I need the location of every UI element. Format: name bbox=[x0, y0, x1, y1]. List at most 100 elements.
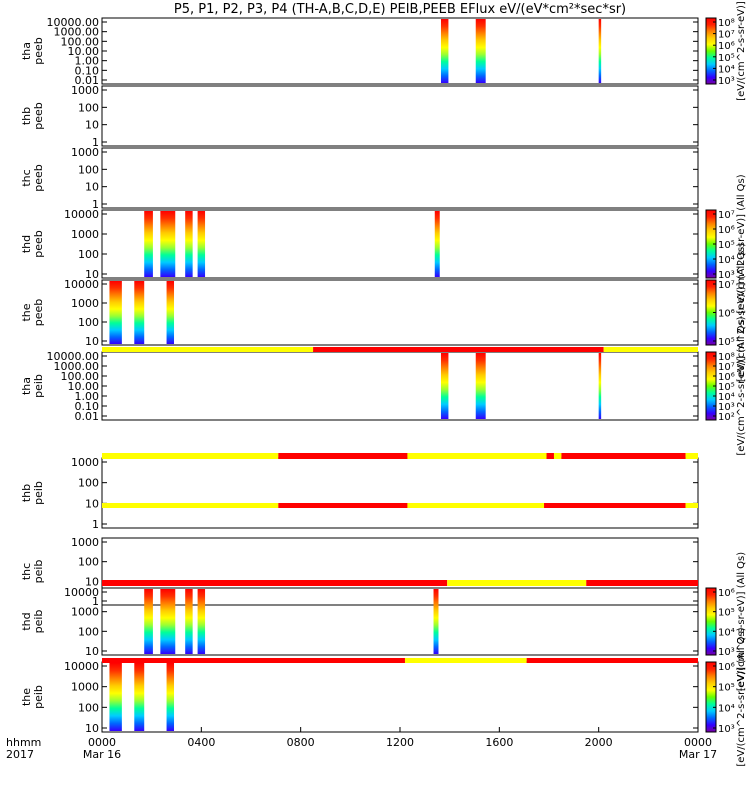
y-tick-label: 1000 bbox=[71, 681, 99, 694]
y-label-product: peeb bbox=[32, 230, 45, 258]
colorbar-tick-label: 10⁶ bbox=[718, 225, 735, 236]
y-label-probe: thb bbox=[20, 107, 33, 125]
colorbar-tick-label: 10⁶ bbox=[718, 588, 735, 599]
panel-frame bbox=[101, 147, 699, 209]
colorbar-unit-label: [eV/(cm^2-s-sr-eV)] (All Qs) bbox=[736, 552, 747, 691]
panel-frame bbox=[101, 209, 699, 279]
y-tick-label: 1000.00 bbox=[54, 26, 100, 39]
data-block bbox=[144, 211, 153, 277]
colorbar bbox=[705, 661, 717, 733]
flag-segment bbox=[102, 580, 448, 586]
data-block bbox=[598, 19, 602, 83]
flag-segment bbox=[526, 658, 698, 663]
y-tick-label: 1.00 bbox=[75, 390, 100, 403]
panel-frame bbox=[101, 587, 699, 656]
colorbar-tick-label: 10⁸ bbox=[718, 18, 735, 29]
y-axis-label: thc peib bbox=[20, 560, 45, 584]
y-tick-label: 0.10 bbox=[75, 64, 100, 77]
y-tick-label: 1000 bbox=[71, 456, 99, 469]
colorbar-tick-label: 10⁴ bbox=[718, 64, 735, 75]
colorbar-unit-label: [eV/(cm^2-s-sr-eV)] (All Qs) bbox=[736, 627, 747, 766]
flag-bar bbox=[102, 503, 698, 508]
data-block bbox=[434, 211, 440, 277]
colorbar-tick-label: 10⁸ bbox=[718, 352, 735, 363]
y-label-product: peib bbox=[32, 610, 45, 634]
data-block bbox=[475, 19, 486, 83]
flag-segment bbox=[102, 503, 279, 508]
panel-frame bbox=[101, 85, 699, 147]
y-axis-label: thb peib bbox=[20, 481, 45, 505]
y-tick-label: 0.01 bbox=[75, 74, 100, 87]
y-tick-label: 10000 bbox=[64, 660, 99, 673]
panel-frame bbox=[101, 351, 699, 421]
y-label-probe: tha bbox=[20, 42, 33, 60]
y-tick-label: 100 bbox=[78, 101, 99, 114]
flag-segment bbox=[102, 453, 279, 459]
colorbar-unit-label: [eV/(cm^2-s-sr-eV)] (All Qs) bbox=[736, 243, 747, 382]
x-tick-label: 0000 bbox=[88, 736, 116, 749]
flag-segment bbox=[407, 453, 547, 459]
data-block bbox=[109, 281, 122, 344]
y-axis-label: the peib bbox=[20, 685, 45, 709]
y-tick-label: 100 bbox=[78, 316, 99, 329]
data-block bbox=[433, 589, 439, 654]
panel-thc-peib: 1000 100 10 1 thc peib bbox=[20, 536, 699, 608]
y-tick-label: 1000 bbox=[71, 297, 99, 310]
y-label-product: peeb bbox=[32, 102, 45, 130]
y-tick-label: 10 bbox=[85, 722, 99, 735]
y-tick-label: 10 bbox=[85, 181, 99, 194]
colorbar-tick-label: 10³ bbox=[718, 724, 735, 735]
flag-segment bbox=[447, 580, 587, 586]
colorbar-unit-label: [eV/(cm^2-s-sr-eV)] (All Qs) bbox=[736, 316, 747, 455]
y-label-product: peib bbox=[32, 560, 45, 584]
y-label-product: peib bbox=[32, 685, 45, 709]
colorbar-tick-label: 10⁴ bbox=[718, 703, 735, 714]
data-block bbox=[134, 663, 145, 731]
y-tick-label: 1 bbox=[92, 595, 99, 608]
y-label-product: peeb bbox=[32, 37, 45, 65]
colorbar-tick-label: 10³ bbox=[718, 76, 735, 87]
y-tick-label: 10 bbox=[85, 268, 99, 281]
y-tick-label: 10 bbox=[85, 645, 99, 658]
x-axis-start-date: Mar 16 bbox=[83, 748, 121, 761]
data-block bbox=[440, 353, 449, 419]
flag-segment bbox=[685, 453, 698, 459]
y-label-probe: thd bbox=[20, 235, 33, 253]
x-tick-label: 0800 bbox=[287, 736, 315, 749]
figure-title: P5, P1, P2, P3, P4 (TH-A,B,C,D,E) PEIB,P… bbox=[174, 2, 626, 17]
colorbar-unit-label: [eV/(cm^2-s-sr-eV)] (All Qs) bbox=[736, 174, 747, 313]
y-axis-label: thb peeb bbox=[20, 102, 45, 130]
flag-segment bbox=[278, 503, 408, 508]
colorbar-tick-label: 10⁷ bbox=[718, 30, 735, 41]
y-tick-label: 100.00 bbox=[61, 370, 100, 383]
y-tick-label: 100 bbox=[78, 625, 99, 638]
y-tick-label: 10.00 bbox=[68, 380, 100, 393]
y-tick-label: 10 bbox=[85, 575, 99, 588]
colorbar bbox=[705, 587, 717, 656]
colorbar-tick-label: 10⁴ bbox=[718, 255, 735, 266]
flag-segment bbox=[278, 453, 408, 459]
y-axis-label: thd peib bbox=[20, 610, 45, 634]
y-tick-label: 1000 bbox=[71, 146, 99, 159]
colorbar-tick-label: 10⁶ bbox=[718, 41, 735, 52]
x-axis-end-date: Mar 17 bbox=[679, 748, 717, 761]
y-tick-label: 100 bbox=[78, 163, 99, 176]
y-tick-label: 0.01 bbox=[75, 410, 100, 423]
y-tick-label: 10000 bbox=[64, 586, 99, 599]
y-tick-label: 10000 bbox=[64, 278, 99, 291]
y-tick-label: 0.10 bbox=[75, 400, 100, 413]
colorbar-tick-label: 10⁴ bbox=[718, 392, 735, 403]
data-block bbox=[134, 281, 145, 344]
y-tick-label: 1000 bbox=[71, 606, 99, 619]
flag-bar bbox=[102, 453, 698, 459]
y-tick-label: 1 bbox=[92, 198, 99, 211]
data-block bbox=[598, 353, 602, 419]
flag-bar bbox=[102, 580, 698, 586]
x-tick-label: 0000 bbox=[684, 736, 712, 749]
x-tick-label: 1600 bbox=[485, 736, 513, 749]
data-block bbox=[166, 663, 175, 731]
y-tick-label: 100 bbox=[78, 248, 99, 261]
